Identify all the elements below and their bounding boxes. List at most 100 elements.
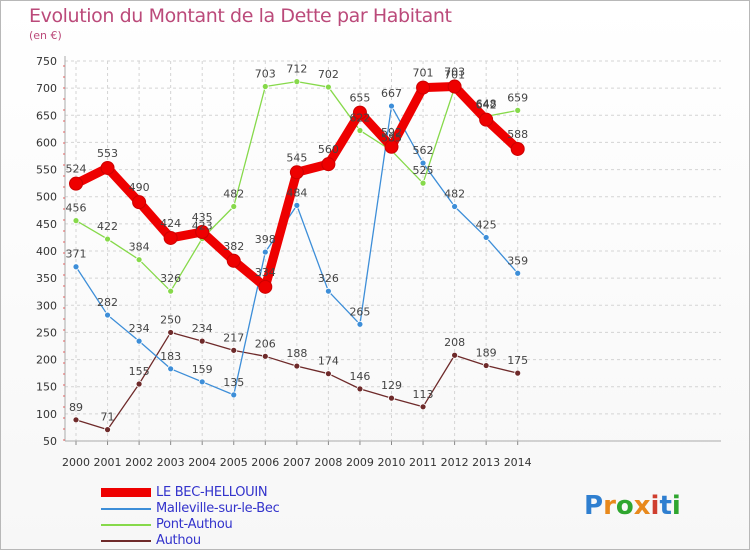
data-label-le-bec-hellouin: 703	[444, 66, 465, 79]
x-tick-label: 2000	[62, 456, 90, 469]
data-label-malleville-sur-le-bec: 234	[129, 322, 150, 335]
data-point-authou	[514, 369, 522, 377]
logo-letter: x	[633, 491, 651, 521]
data-point-le-bec-hellouin	[384, 139, 399, 154]
data-label-pont-authou: 622	[349, 111, 370, 124]
data-point-authou	[167, 329, 175, 336]
data-label-pont-authou: 702	[318, 68, 339, 81]
data-label-malleville-sur-le-bec: 425	[476, 218, 497, 231]
legend-swatch-authou	[101, 540, 151, 542]
data-point-le-bec-hellouin	[100, 160, 115, 175]
data-point-malleville-sur-le-bec	[104, 311, 111, 319]
data-label-le-bec-hellouin: 560	[318, 143, 339, 156]
data-label-le-bec-hellouin: 435	[192, 211, 213, 224]
data-label-authou: 146	[349, 370, 370, 383]
y-tick-label: 700	[36, 82, 57, 95]
legend-label-pont-authou: Pont-Authou	[156, 517, 233, 532]
data-point-pont-authou	[135, 256, 143, 264]
y-tick-label: 400	[36, 245, 57, 258]
data-point-pont-authou	[261, 83, 269, 90]
data-point-pont-authou	[514, 107, 522, 114]
logo-letter: t	[659, 491, 672, 521]
data-label-malleville-sur-le-bec: 482	[444, 187, 465, 200]
data-point-pont-authou	[419, 179, 427, 187]
data-point-malleville-sur-le-bec	[388, 102, 395, 110]
x-tick-label: 2002	[125, 456, 153, 469]
y-tick-label: 250	[36, 326, 57, 339]
data-point-le-bec-hellouin	[416, 80, 431, 95]
data-point-le-bec-hellouin	[195, 225, 210, 239]
y-tick-label: 550	[36, 164, 57, 177]
data-label-authou: 89	[69, 401, 83, 414]
data-point-le-bec-hellouin	[132, 195, 147, 210]
data-label-le-bec-hellouin: 642	[476, 99, 497, 112]
data-point-pont-authou	[293, 78, 301, 86]
data-label-le-bec-hellouin: 592	[381, 126, 402, 139]
data-label-authou: 175	[507, 354, 528, 367]
data-point-malleville-sur-le-bec	[167, 365, 175, 373]
logo-letter: r	[603, 491, 616, 521]
axis-layer: 50 100 150 200 250 300 350 400 450 500 550 600 650 70…	[36, 55, 721, 469]
data-label-pont-authou: 585	[381, 132, 402, 145]
data-label-authou: 234	[192, 322, 213, 335]
data-label-authou: 188	[286, 347, 307, 360]
series-layer	[69, 78, 525, 434]
data-label-le-bec-hellouin: 545	[286, 151, 307, 164]
data-point-malleville-sur-le-bec	[261, 248, 269, 256]
x-tick-label: 2007	[283, 456, 311, 469]
data-label-pont-authou: 712	[286, 63, 307, 76]
x-tick-label: 2012	[441, 456, 469, 469]
data-point-le-bec-hellouin	[289, 165, 304, 180]
data-label-pont-authou: 482	[223, 187, 244, 200]
grid-layer	[65, 60, 721, 442]
data-label-pont-authou: 648	[476, 97, 497, 110]
x-tick-label: 2010	[378, 456, 406, 469]
x-tick-label: 2006	[251, 456, 279, 469]
data-point-pont-authou	[167, 287, 175, 295]
data-point-malleville-sur-le-bec	[198, 378, 206, 386]
data-point-pont-authou	[72, 217, 80, 225]
data-point-le-bec-hellouin	[479, 112, 494, 127]
x-tick-label: 2005	[220, 456, 248, 469]
logo-letter: i	[671, 491, 681, 521]
legend-swatch-malleville-sur-le-bec	[101, 508, 151, 510]
data-point-authou	[293, 362, 301, 370]
legend-label-le-bec-hellouin: LE BEC-HELLOUIN	[156, 485, 268, 500]
legend-swatch-le-bec-hellouin	[101, 488, 151, 497]
data-label-malleville-sur-le-bec: 667	[381, 87, 402, 100]
proxiti-logo: Proxiti	[584, 491, 681, 521]
data-label-le-bec-hellouin: 588	[507, 128, 528, 141]
data-label-pont-authou: 703	[255, 68, 276, 81]
y-tick-label: 50	[43, 435, 57, 448]
data-point-malleville-sur-le-bec	[356, 320, 364, 328]
data-label-le-bec-hellouin: 553	[97, 147, 118, 160]
data-label-le-bec-hellouin: 424	[160, 217, 181, 230]
data-label-malleville-sur-le-bec: 371	[66, 248, 87, 261]
x-tick-label: 2001	[94, 456, 122, 469]
data-label-malleville-sur-le-bec: 562	[413, 144, 434, 157]
data-label-pont-authou: 326	[160, 272, 181, 285]
y-tick-label: 300	[36, 299, 57, 312]
data-point-authou	[230, 346, 238, 354]
data-point-le-bec-hellouin	[510, 141, 525, 156]
legend-label-authou: Authou	[156, 533, 201, 548]
data-label-malleville-sur-le-bec: 183	[160, 350, 181, 363]
logo-letter: i	[650, 491, 660, 521]
data-label-pont-authou: 525	[413, 164, 434, 177]
data-point-malleville-sur-le-bec	[230, 391, 238, 399]
y-tick-label: 100	[36, 408, 57, 421]
chart-title: Evolution du Montant de la Dette par Hab…	[29, 5, 452, 27]
data-point-authou	[356, 385, 364, 393]
y-tick-label: 500	[36, 191, 57, 204]
data-point-le-bec-hellouin	[352, 105, 367, 120]
data-label-authou: 174	[318, 355, 339, 368]
x-tick-label: 2004	[188, 456, 216, 469]
data-point-malleville-sur-le-bec	[451, 203, 459, 210]
y-tick-label: 200	[36, 354, 57, 367]
data-point-le-bec-hellouin	[447, 79, 462, 94]
x-tick-label: 2011	[409, 456, 437, 469]
data-label-authou: 113	[413, 388, 434, 401]
data-point-authou	[419, 403, 427, 411]
